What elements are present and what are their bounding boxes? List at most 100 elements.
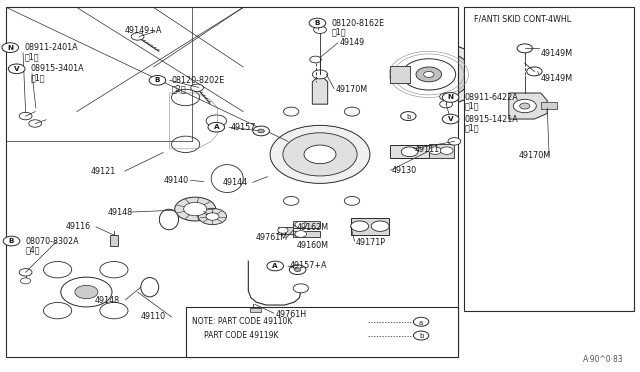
Circle shape bbox=[8, 64, 25, 74]
Text: 49149M: 49149M bbox=[540, 74, 572, 83]
Circle shape bbox=[149, 76, 166, 85]
Text: a: a bbox=[419, 320, 423, 326]
Circle shape bbox=[284, 196, 299, 205]
Circle shape bbox=[3, 236, 20, 246]
Ellipse shape bbox=[211, 164, 243, 193]
Circle shape bbox=[442, 93, 459, 102]
Circle shape bbox=[198, 208, 227, 225]
Circle shape bbox=[402, 59, 456, 90]
Polygon shape bbox=[293, 231, 320, 237]
Circle shape bbox=[208, 122, 225, 132]
Circle shape bbox=[527, 67, 542, 76]
Text: NOTE: PART CODE 49110K: NOTE: PART CODE 49110K bbox=[192, 317, 292, 326]
Circle shape bbox=[61, 277, 112, 307]
Text: B: B bbox=[155, 77, 160, 83]
Circle shape bbox=[351, 221, 369, 231]
Text: 08915-3401A: 08915-3401A bbox=[31, 64, 84, 73]
Text: B: B bbox=[315, 20, 320, 26]
Text: 49149: 49149 bbox=[339, 38, 364, 47]
Circle shape bbox=[20, 278, 31, 284]
Ellipse shape bbox=[141, 278, 159, 297]
Circle shape bbox=[294, 268, 301, 272]
Text: 08120-8162E: 08120-8162E bbox=[332, 19, 385, 28]
Circle shape bbox=[413, 317, 429, 326]
Circle shape bbox=[413, 331, 429, 340]
Circle shape bbox=[19, 269, 32, 276]
Polygon shape bbox=[509, 93, 547, 119]
Text: V: V bbox=[14, 66, 19, 72]
Text: 49170M: 49170M bbox=[518, 151, 550, 160]
Circle shape bbox=[172, 136, 200, 153]
Polygon shape bbox=[163, 89, 225, 153]
Circle shape bbox=[75, 285, 98, 299]
Polygon shape bbox=[35, 257, 138, 327]
Text: 、1。: 、1。 bbox=[465, 102, 479, 110]
Text: 、4。: 、4。 bbox=[26, 246, 40, 254]
Circle shape bbox=[416, 67, 442, 82]
Circle shape bbox=[344, 196, 360, 205]
Circle shape bbox=[344, 107, 360, 116]
Text: 49157: 49157 bbox=[230, 123, 256, 132]
Text: 49130: 49130 bbox=[392, 166, 417, 175]
Circle shape bbox=[295, 221, 307, 228]
Text: B: B bbox=[9, 238, 14, 244]
Text: 08120-8202E: 08120-8202E bbox=[172, 76, 225, 85]
Circle shape bbox=[314, 26, 326, 33]
Text: 49162M: 49162M bbox=[297, 223, 329, 232]
Circle shape bbox=[184, 202, 207, 216]
Circle shape bbox=[267, 261, 284, 271]
Text: 49110: 49110 bbox=[141, 312, 166, 321]
Circle shape bbox=[206, 115, 227, 127]
Text: F/ANTI SKID CONT-4WHL: F/ANTI SKID CONT-4WHL bbox=[474, 15, 571, 24]
Circle shape bbox=[258, 129, 264, 133]
Circle shape bbox=[401, 147, 418, 157]
Bar bbox=[250, 308, 261, 312]
Text: PART CODE 49119K: PART CODE 49119K bbox=[204, 331, 278, 340]
Text: A·90^0·83: A·90^0·83 bbox=[584, 355, 624, 364]
Text: 49148: 49148 bbox=[95, 296, 120, 305]
Text: 、2。: 、2。 bbox=[172, 85, 186, 94]
Text: 08911-6422A: 08911-6422A bbox=[465, 93, 518, 102]
Circle shape bbox=[293, 284, 308, 293]
Text: 49121: 49121 bbox=[91, 167, 116, 176]
Circle shape bbox=[175, 197, 216, 221]
Polygon shape bbox=[312, 74, 328, 104]
Polygon shape bbox=[351, 218, 389, 235]
Circle shape bbox=[442, 114, 459, 124]
Text: 49171P: 49171P bbox=[356, 238, 386, 247]
Ellipse shape bbox=[159, 209, 179, 230]
Circle shape bbox=[131, 33, 144, 40]
Text: 49170M: 49170M bbox=[335, 85, 367, 94]
Text: 49149M: 49149M bbox=[540, 49, 572, 58]
Polygon shape bbox=[266, 104, 390, 208]
Circle shape bbox=[517, 44, 532, 53]
Circle shape bbox=[253, 126, 269, 136]
Polygon shape bbox=[293, 221, 320, 228]
Text: 49144: 49144 bbox=[223, 178, 248, 187]
Text: 08915-1421A: 08915-1421A bbox=[465, 115, 518, 124]
Text: 49149+A: 49149+A bbox=[125, 26, 162, 35]
Circle shape bbox=[304, 145, 336, 164]
Circle shape bbox=[295, 231, 307, 237]
Text: 49148: 49148 bbox=[108, 208, 132, 217]
Polygon shape bbox=[541, 102, 557, 109]
Polygon shape bbox=[390, 66, 410, 83]
Polygon shape bbox=[429, 144, 454, 158]
Circle shape bbox=[100, 262, 128, 278]
Text: V: V bbox=[448, 116, 453, 122]
Text: A: A bbox=[273, 263, 278, 269]
Text: 49761M: 49761M bbox=[256, 233, 288, 242]
Text: 49761H: 49761H bbox=[275, 310, 307, 319]
Bar bbox=[186, 307, 458, 357]
Text: b: b bbox=[419, 333, 423, 339]
Circle shape bbox=[440, 147, 453, 154]
Text: N: N bbox=[447, 94, 454, 100]
Circle shape bbox=[289, 265, 306, 275]
Circle shape bbox=[29, 120, 42, 127]
Text: 49140: 49140 bbox=[163, 176, 188, 185]
Circle shape bbox=[513, 99, 536, 113]
Ellipse shape bbox=[204, 159, 251, 198]
Circle shape bbox=[44, 262, 72, 278]
Circle shape bbox=[100, 302, 128, 319]
Text: 、1。: 、1。 bbox=[465, 123, 479, 132]
